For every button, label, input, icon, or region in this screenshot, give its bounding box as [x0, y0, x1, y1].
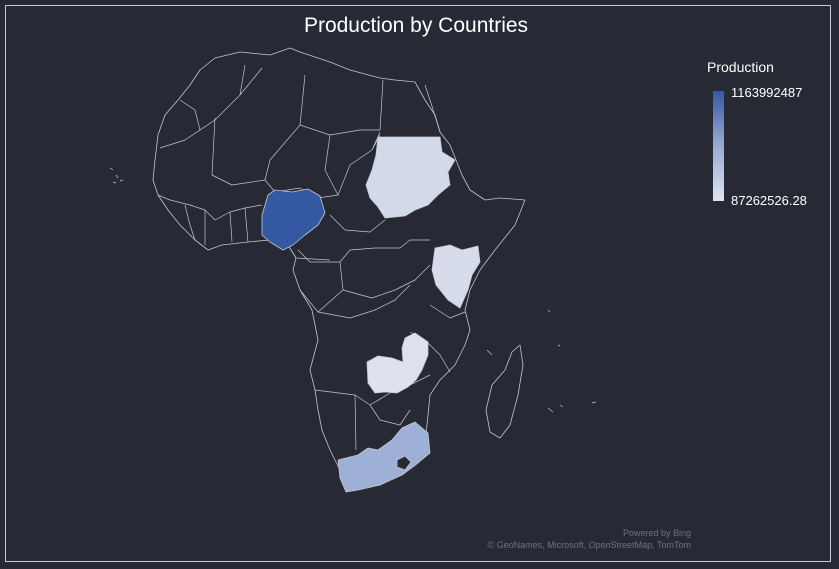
attribution-powered-by: Powered by Bing	[622, 528, 691, 538]
islands-indian-ocean	[486, 309, 597, 413]
legend-color-scale	[713, 91, 724, 201]
border-lines	[157, 64, 466, 451]
islands-cape-verde	[109, 167, 124, 184]
legend-min-label: 87262526.28	[731, 193, 807, 208]
attribution-sources: © GeoNames, Microsoft, OpenStreetMap, To…	[487, 540, 691, 550]
country-sudan	[365, 136, 456, 219]
country-south-africa	[337, 421, 431, 493]
map-attribution: Powered by Bing © GeoNames, Microsoft, O…	[487, 527, 691, 551]
country-madagascar	[485, 344, 524, 439]
legend-max-label: 1163992487	[731, 85, 803, 100]
country-lesotho	[396, 455, 412, 471]
country-nigeria	[261, 188, 326, 251]
country-zambia	[366, 332, 429, 394]
legend-title: Production	[707, 59, 774, 75]
country-kenya	[431, 244, 481, 309]
chart-title: Production by Countries	[303, 14, 529, 37]
